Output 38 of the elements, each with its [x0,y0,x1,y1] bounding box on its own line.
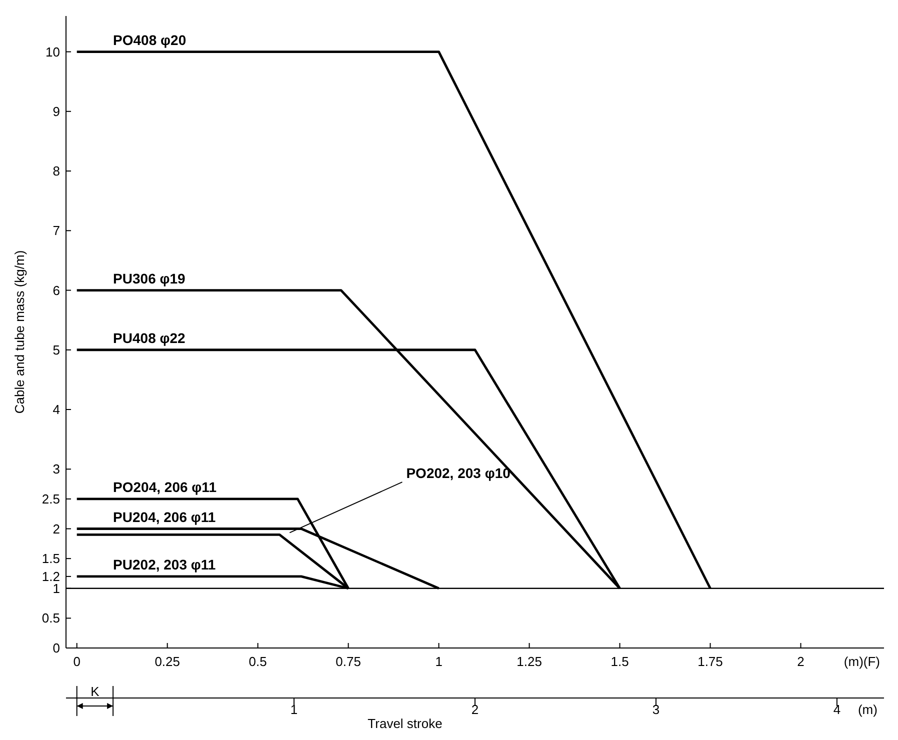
y-tick-label: 8 [52,164,60,179]
y-tick-label: 2.5 [42,491,60,506]
y-tick-label: 0 [52,640,60,656]
y-tick-label: 9 [52,104,60,119]
series-label: PU306 φ19 [113,270,186,286]
x-tick-label: 0 [73,654,80,669]
y-tick-label: 6 [52,282,60,298]
y-axis-title: Cable and tube mass (kg/m) [12,250,27,414]
x2-tick-label: 3 [652,702,660,717]
x2-tick-label: 1 [290,702,298,717]
text: PO202, 203 φ10 [406,465,511,482]
y-tick-label: 4 [52,402,60,418]
x2-tick-label: (m) [858,702,878,717]
y-tick-label: 5 [52,342,60,358]
x-tick-label: 1 [435,654,442,669]
series-label: PU202, 203 φ11 [113,556,216,572]
y-tick-label: 1.5 [42,551,60,566]
y-tick-label: 7 [52,223,60,238]
text: K [90,684,100,699]
x2-tick-label: 2 [471,702,479,717]
x2-axis-title: Travel stroke [368,716,442,731]
x2-tick-label: 4 [833,702,841,717]
series-label: PU408 φ22 [113,330,186,346]
series-label: PO408 φ20 [113,32,186,48]
y-tick-label: 2 [52,521,60,536]
series-label: PU204, 206 φ11 [113,508,216,525]
x-tick-label: 1.5 [610,654,629,669]
x-tick-label: 1.75 [698,654,723,669]
x-tick-label: 0.5 [248,654,267,669]
x-tick-label: 2 [797,654,804,669]
series-label: PO204, 206 φ11 [113,478,217,495]
y-tick-label: 10 [46,44,60,60]
x-tick-label: 0.75 [336,654,361,669]
x-tick-label: 0.25 [154,654,180,669]
y-tick-label: 0.5 [42,610,60,626]
y-tick-label: 3 [52,462,60,477]
x-tick-label: 1.25 [516,654,542,669]
x-axis-title: (m)(F) [844,654,880,669]
